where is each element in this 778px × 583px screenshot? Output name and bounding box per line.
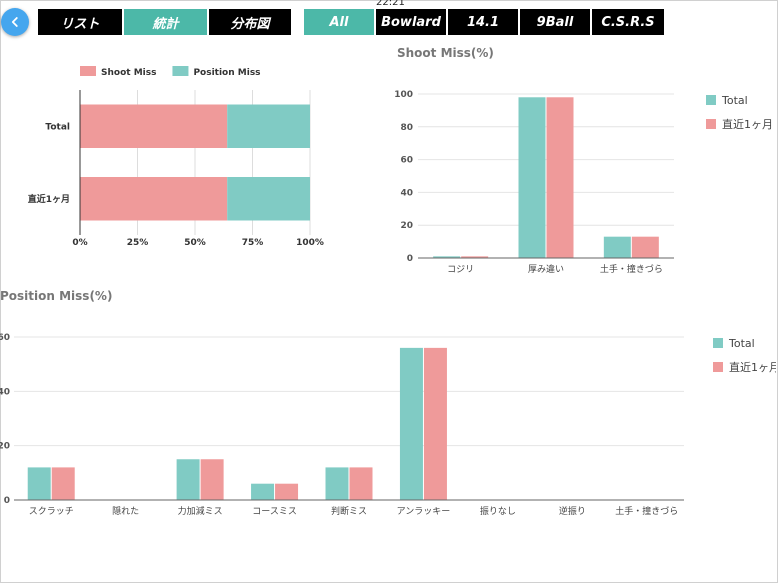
bar — [518, 97, 546, 258]
bar-segment — [227, 177, 310, 221]
x-tick-label: 0% — [72, 238, 87, 248]
tab-9ball[interactable]: 9Ball — [520, 9, 592, 35]
legend-label: Position Miss — [193, 68, 260, 78]
category-label: Total — [45, 122, 70, 132]
bar-segment — [227, 104, 310, 148]
legend-swatch — [713, 338, 723, 348]
legend-swatch — [713, 362, 723, 372]
y-tick-label: 60 — [0, 333, 10, 343]
bar — [325, 467, 349, 500]
category-label: コジリ — [447, 265, 474, 275]
y-tick-label: 80 — [400, 123, 413, 133]
legend-swatch — [706, 119, 716, 129]
x-tick-label: 25% — [127, 238, 149, 248]
category-label: 判断ミス — [331, 505, 367, 517]
category-label: 土手・撞きづら — [600, 263, 663, 275]
category-label: 力加減ミス — [178, 505, 223, 517]
y-tick-label: 20 — [0, 442, 10, 452]
bar-segment — [80, 104, 228, 148]
bar — [275, 483, 299, 500]
position-miss-chart: Position Miss(%) 0 20 40 60 スクラッチ 隠れた 力加減ミス コースミ… — [0, 289, 776, 517]
bar — [200, 459, 224, 500]
game-tabs: All Bowlard 14.1 9Ball C.S.R.S — [304, 9, 664, 35]
category-label: 厚み違い — [528, 263, 564, 275]
bar — [176, 459, 200, 500]
bar — [51, 467, 75, 500]
bar — [251, 483, 275, 500]
category-label: 土手・撞きづら — [615, 505, 678, 517]
legend-label: 直近1ヶ月 — [729, 360, 776, 374]
bar — [423, 347, 447, 500]
bar — [603, 236, 631, 258]
view-tabs: リスト 統計 分布図 — [38, 9, 293, 35]
bar — [349, 467, 373, 500]
bar — [27, 467, 51, 500]
tab-all[interactable]: All — [304, 9, 376, 35]
legend-swatch — [80, 66, 96, 76]
bar — [631, 236, 659, 258]
y-tick-label: 40 — [400, 188, 413, 198]
category-label: アンラッキー — [397, 506, 451, 517]
chart-title: Position Miss(%) — [0, 289, 112, 303]
category-label: スクラッチ — [29, 506, 74, 517]
tab-stats[interactable]: 統計 — [124, 9, 209, 35]
bar-segment — [80, 177, 228, 221]
legend-label: Total — [728, 337, 755, 350]
status-time: 22:21 — [376, 0, 405, 8]
legend-label: Total — [721, 94, 748, 107]
tab-csrs[interactable]: C.S.R.S — [592, 9, 664, 35]
y-tick-label: 0 — [4, 496, 10, 506]
bar — [546, 97, 574, 258]
chevron-left-icon — [11, 17, 18, 27]
bar — [461, 256, 489, 258]
tab-14-1[interactable]: 14.1 — [448, 9, 520, 35]
x-tick-label: 50% — [184, 238, 206, 248]
y-tick-label: 20 — [400, 221, 413, 231]
legend-swatch — [706, 95, 716, 105]
tab-list[interactable]: リスト — [38, 9, 124, 35]
legend-label: 直近1ヶ月 — [722, 117, 773, 131]
bar — [433, 256, 461, 258]
tab-distribution[interactable]: 分布図 — [209, 9, 293, 35]
legend-swatch — [172, 66, 189, 76]
category-label: コースミス — [252, 507, 297, 517]
x-tick-label: 75% — [242, 238, 264, 248]
category-label: 逆振り — [559, 505, 586, 517]
tab-bowlard[interactable]: Bowlard — [376, 9, 448, 35]
category-label: 振りなし — [480, 505, 516, 517]
y-tick-label: 40 — [0, 387, 10, 397]
category-label: 隠れた — [112, 505, 139, 517]
category-label: 直近1ヶ月 — [28, 193, 70, 205]
y-tick-label: 0 — [407, 254, 413, 264]
x-tick-label: 100% — [296, 238, 324, 248]
bar — [399, 347, 423, 500]
miss-ratio-chart: Shoot Miss Position Miss 0% 25% 50% 75% 100% To… — [28, 66, 324, 248]
shoot-miss-chart: Shoot Miss(%) 0 20 40 60 80 100 コジリ 厚み違い 土手・撞きづら T… — [394, 46, 773, 275]
back-button[interactable] — [1, 8, 29, 36]
chart-title: Shoot Miss(%) — [397, 46, 494, 60]
y-tick-label: 100 — [394, 90, 413, 100]
y-tick-label: 60 — [400, 156, 413, 166]
legend-label: Shoot Miss — [101, 68, 156, 78]
